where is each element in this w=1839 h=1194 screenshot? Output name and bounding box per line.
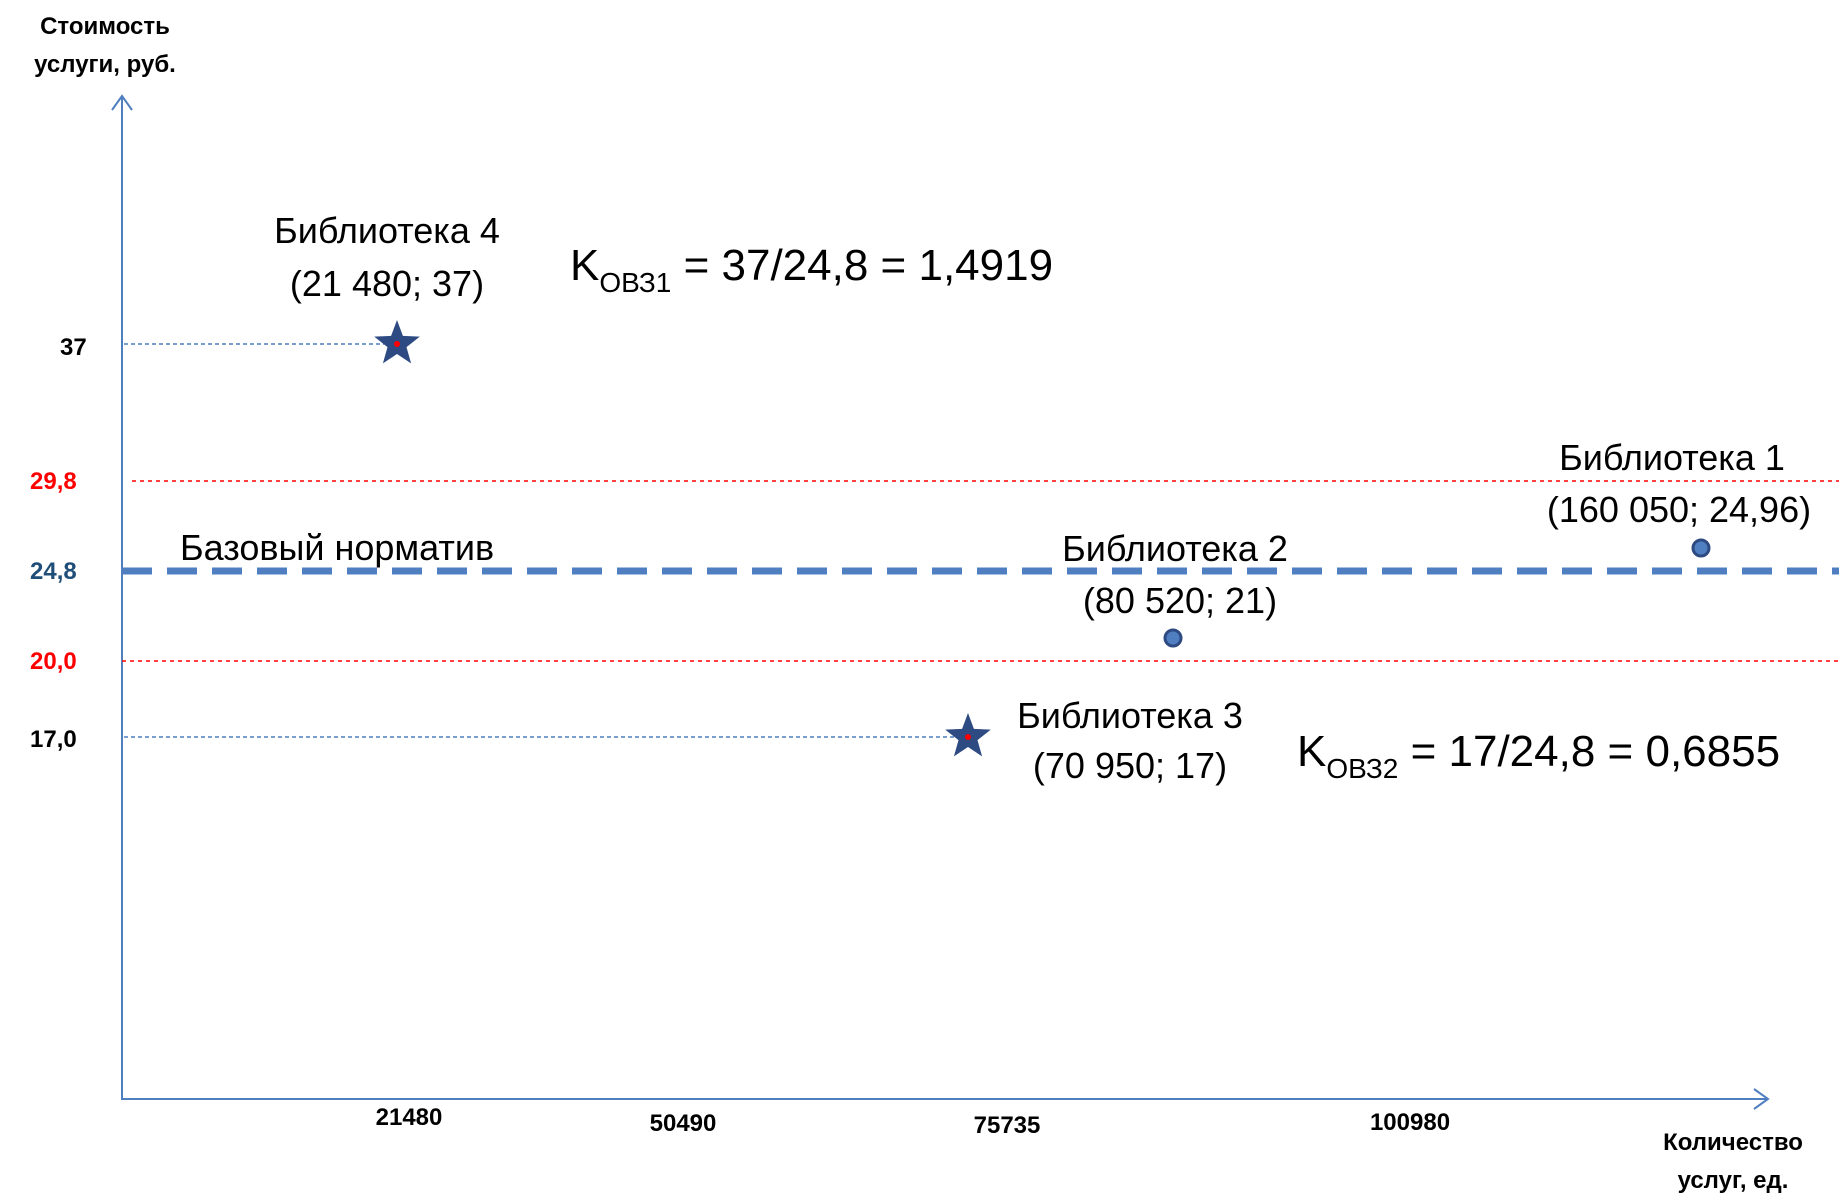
x-tick-label: 75735	[974, 1112, 1041, 1139]
point-marker-circle	[1163, 628, 1183, 648]
lib1-coords: (160 050; 24,96)	[1547, 489, 1811, 530]
x-axis-title-line1: Количество	[1663, 1129, 1803, 1156]
lib4-coords: (21 480; 37)	[290, 263, 484, 304]
y-axis-title-line2: услуги, руб.	[34, 51, 176, 78]
formula-lower-sub: ОВЗ2	[1326, 753, 1398, 784]
y-tick-label-29-8: 29,8	[30, 468, 77, 495]
lib3-coords: (70 950; 17)	[1033, 745, 1227, 786]
formula-upper-k: K	[570, 241, 599, 290]
formula-lower-expr: = 17/24,8 = 0,6855	[1398, 727, 1780, 776]
lib4-name: Библиотека 4	[274, 210, 500, 251]
y-axis-arrow	[111, 94, 133, 111]
point-marker-circle	[1691, 538, 1711, 558]
formula-upper-sub: ОВЗ1	[599, 267, 671, 298]
x-tick-label: 50490	[650, 1110, 717, 1137]
point-marker-center	[965, 734, 971, 740]
y-tick-label-20-0: 20,0	[30, 648, 77, 675]
formula-lower-k: K	[1297, 727, 1326, 776]
lib3-name: Библиотека 3	[1017, 695, 1243, 736]
formula-upper: KОВЗ1 = 37/24,8 = 1,4919	[570, 241, 1053, 298]
lib1-name: Библиотека 1	[1559, 437, 1785, 478]
y-axis-title-line1: Стоимость	[40, 13, 170, 40]
base-norm-label: Базовый норматив	[180, 527, 494, 568]
y-tick-label-17-0: 17,0	[30, 726, 77, 753]
formula-upper-expr: = 37/24,8 = 1,4919	[671, 241, 1053, 290]
formula-lower: KОВЗ2 = 17/24,8 = 0,6855	[1297, 727, 1780, 784]
point-marker-center	[394, 341, 400, 347]
x-axis-title-line2: услуг, ед.	[1678, 1167, 1789, 1194]
x-tick-label: 100980	[1370, 1109, 1450, 1136]
lib2-name: Библиотека 2	[1062, 528, 1288, 569]
y-tick-label-37: 37	[60, 334, 87, 361]
y-tick-label-24-8: 24,8	[30, 558, 77, 585]
lib2-coords: (80 520; 21)	[1083, 580, 1277, 621]
x-axis-arrow	[1753, 1088, 1770, 1110]
x-tick-label: 21480	[376, 1104, 443, 1131]
